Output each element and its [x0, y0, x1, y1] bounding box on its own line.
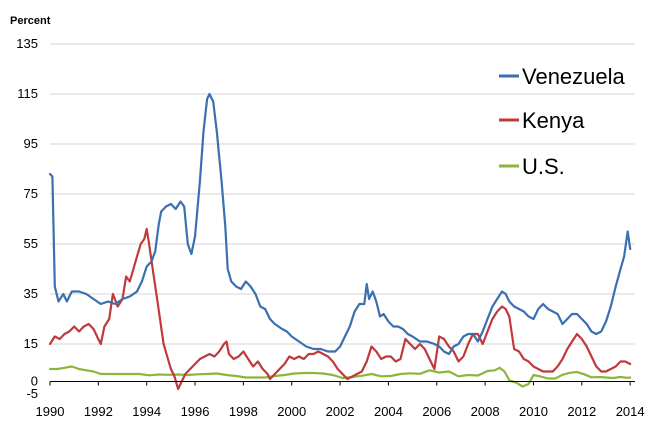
y-tick-label: 55 [24, 236, 38, 251]
x-tick-label: 2004 [374, 404, 403, 419]
series-line-us [48, 365, 632, 388]
axes: Percent [10, 15, 635, 382]
y-axis-label: Percent [10, 15, 51, 27]
x-tick-label: 2012 [567, 404, 596, 419]
x-tick-label: 2008 [471, 404, 500, 419]
x-tick-labels: 1990 1992 1994 1996 1998 2000 2002 2004 2006 2008… [36, 381, 645, 419]
legend-label: Kenya [522, 108, 585, 133]
y-tick-labels: -50 15 35 55 75 95 115 135 [16, 36, 38, 401]
x-tick-label: 1992 [84, 404, 113, 419]
series-line-kenya [48, 227, 632, 391]
legend-label: Venezuela [522, 64, 626, 89]
series-line-venezuela [48, 92, 632, 356]
gridlines [50, 43, 635, 345]
legend-label: U.S. [522, 154, 565, 179]
y-tick-label: 35 [24, 286, 38, 301]
series-lines [48, 92, 632, 391]
x-tick-label: 1994 [132, 404, 161, 419]
y-tick-label: 75 [24, 186, 38, 201]
x-tick-label: 1990 [36, 404, 65, 419]
legend-item-us: U.S. [499, 154, 565, 179]
legend: Venezuela Kenya U.S. [499, 64, 626, 179]
x-tick-label: 2006 [422, 404, 451, 419]
y-tick-label: 95 [24, 136, 38, 151]
y-tick-label: 15 [24, 336, 38, 351]
y-tick-label: 115 [17, 86, 38, 101]
y-tick-label: -5 [26, 386, 38, 401]
x-tick-label: 2002 [326, 404, 355, 419]
y-tick-label: 135 [16, 36, 38, 51]
legend-item-kenya: Kenya [499, 108, 585, 133]
x-tick-label: 2014 [616, 404, 645, 419]
x-tick-label: 1998 [229, 404, 258, 419]
x-tick-label: 2000 [277, 404, 306, 419]
x-tick-label: 2010 [519, 404, 548, 419]
legend-item-venezuela: Venezuela [499, 64, 626, 89]
y-tick-label: 0 [31, 374, 38, 389]
x-tick-label: 1996 [181, 404, 210, 419]
